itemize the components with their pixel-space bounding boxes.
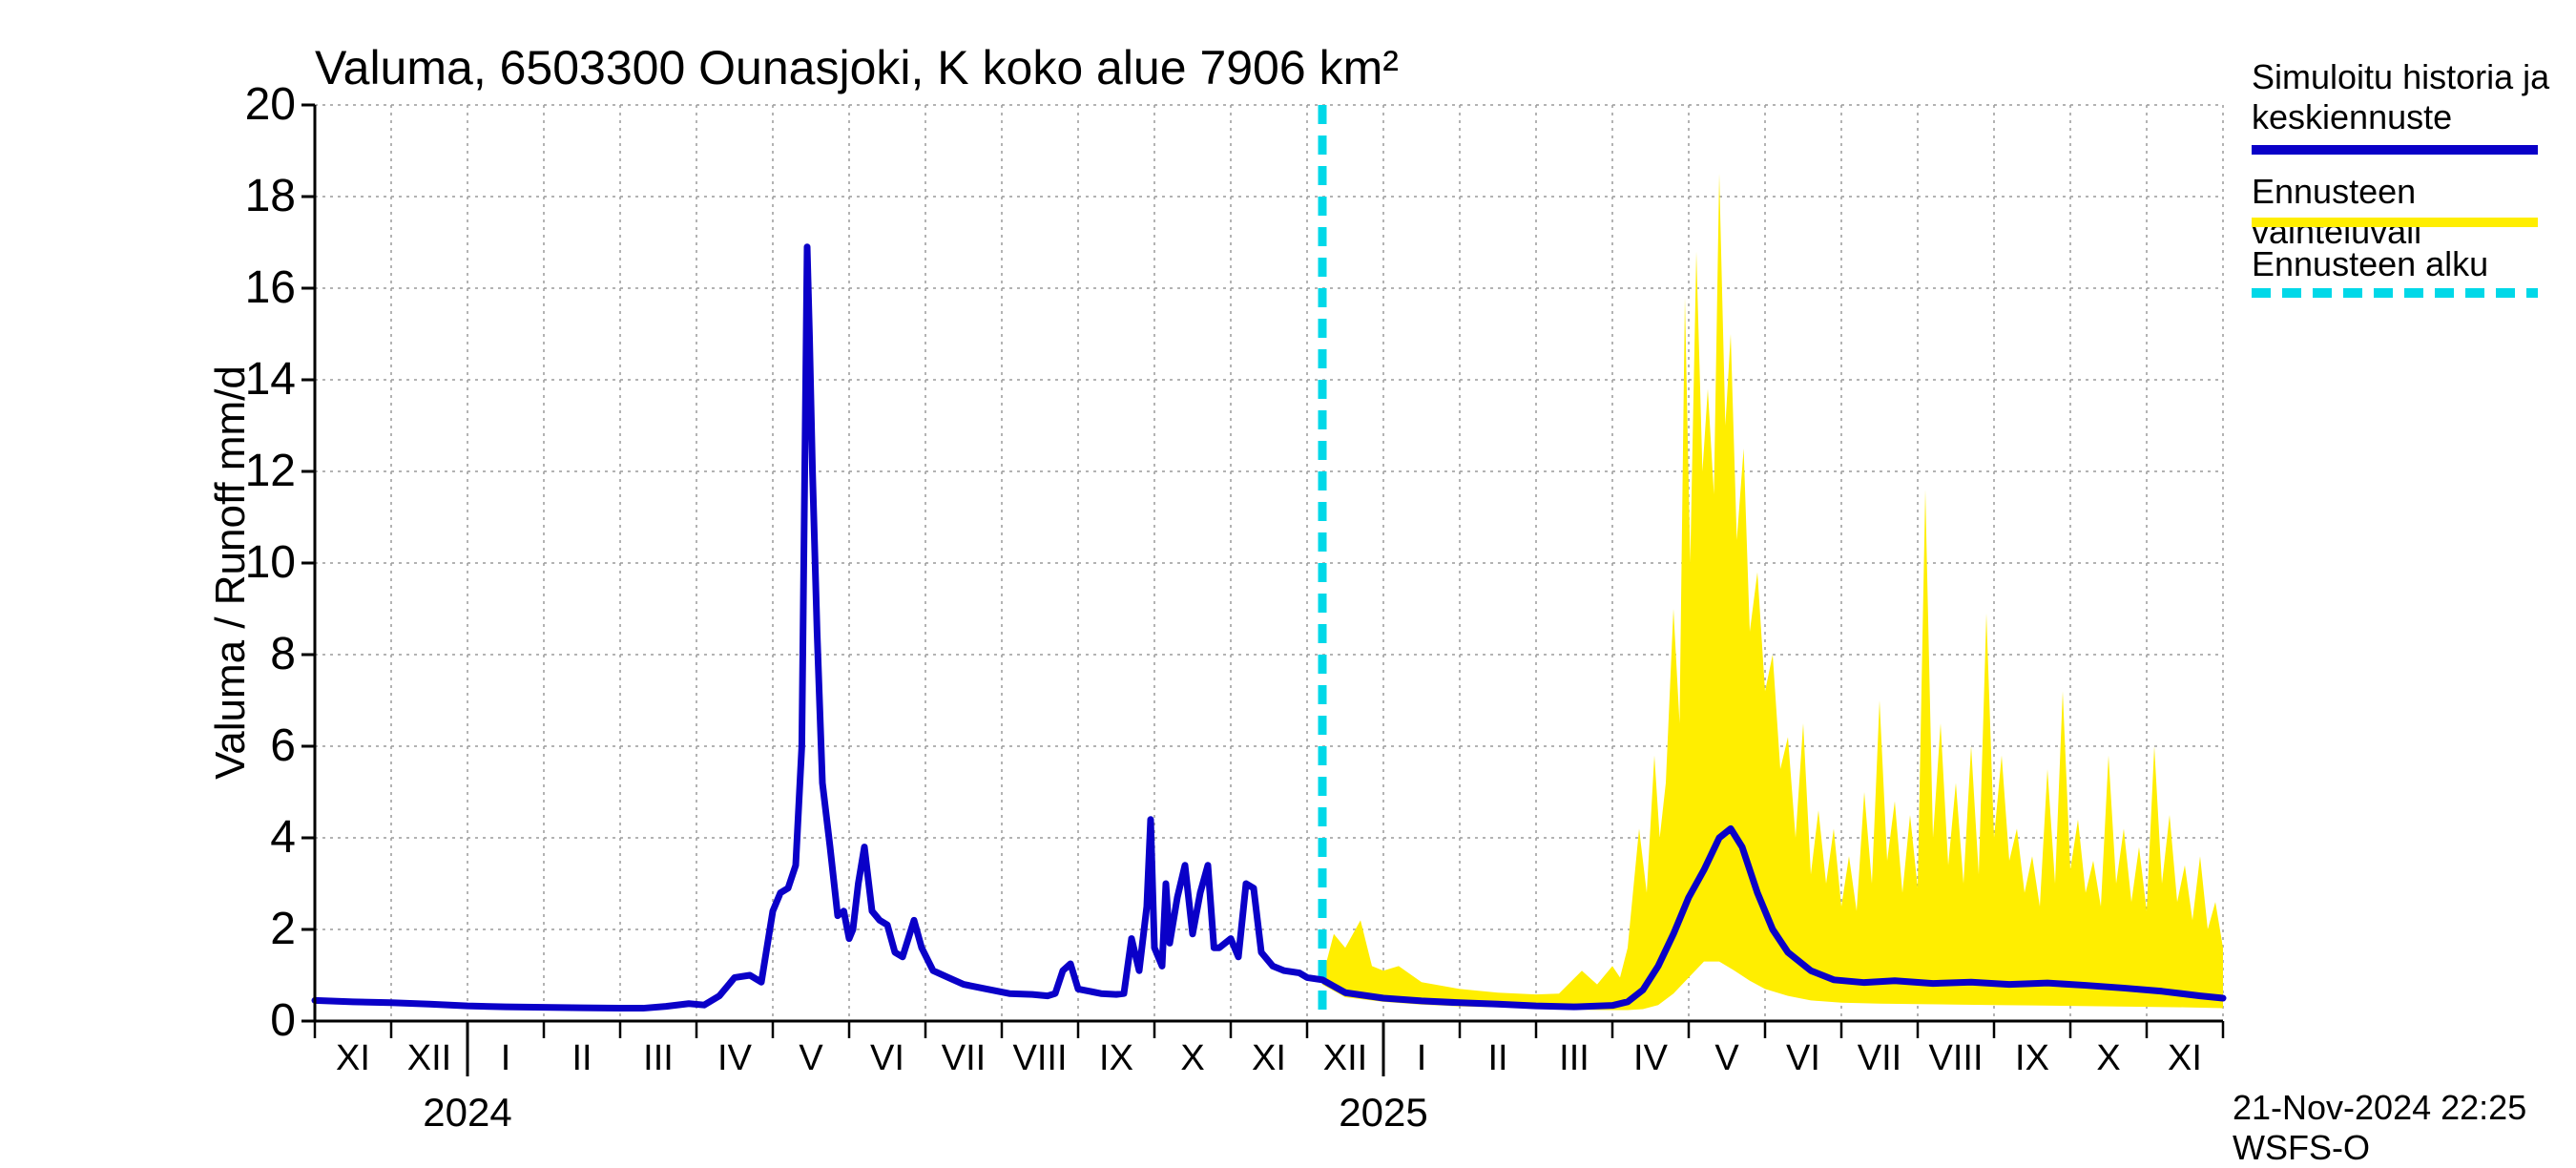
y-tick-label: 8 [210,628,296,680]
x-tick-label: I [1417,1038,1427,1079]
x-tick-label: XI [1252,1038,1286,1079]
x-tick-label: II [571,1038,592,1079]
x-tick-label: V [799,1038,822,1079]
x-tick-label: X [2096,1038,2120,1079]
y-tick-label: 16 [210,261,296,314]
x-tick-label: X [1180,1038,1204,1079]
chart-container: { "title": "Valuma, 6503300 Ounasjoki, K… [0,0,2576,1145]
y-tick-label: 12 [210,445,296,497]
x-tick-label: VII [942,1038,986,1079]
plot-area [0,0,2576,1145]
x-tick-label: VI [1786,1038,1820,1079]
x-tick-label: IX [2015,1038,2049,1079]
x-tick-label: VIII [1012,1038,1067,1079]
x-tick-label: IV [1633,1038,1668,1079]
x-tick-label: XII [407,1038,451,1079]
y-tick-label: 20 [210,78,296,131]
x-tick-label: IV [717,1038,752,1079]
x-tick-label: XI [2168,1038,2202,1079]
x-tick-label: VI [870,1038,904,1079]
x-tick-label: XII [1323,1038,1367,1079]
x-tick-label: VII [1858,1038,1901,1079]
x-tick-label: III [643,1038,674,1079]
x-tick-label: III [1559,1038,1589,1079]
x-tick-label: V [1714,1038,1738,1079]
y-tick-label: 6 [210,720,296,772]
year-label: 2024 [423,1090,511,1136]
x-tick-label: I [501,1038,511,1079]
y-tick-label: 10 [210,536,296,589]
x-tick-label: IX [1099,1038,1133,1079]
y-tick-label: 14 [210,353,296,406]
x-tick-label: XI [336,1038,370,1079]
y-tick-label: 0 [210,994,296,1047]
year-label: 2025 [1339,1090,1427,1136]
forecast-band [1322,174,2223,1010]
x-tick-label: VIII [1928,1038,1983,1079]
y-tick-label: 2 [210,903,296,955]
x-tick-label: II [1487,1038,1507,1079]
y-tick-label: 4 [210,811,296,864]
y-tick-label: 18 [210,170,296,222]
